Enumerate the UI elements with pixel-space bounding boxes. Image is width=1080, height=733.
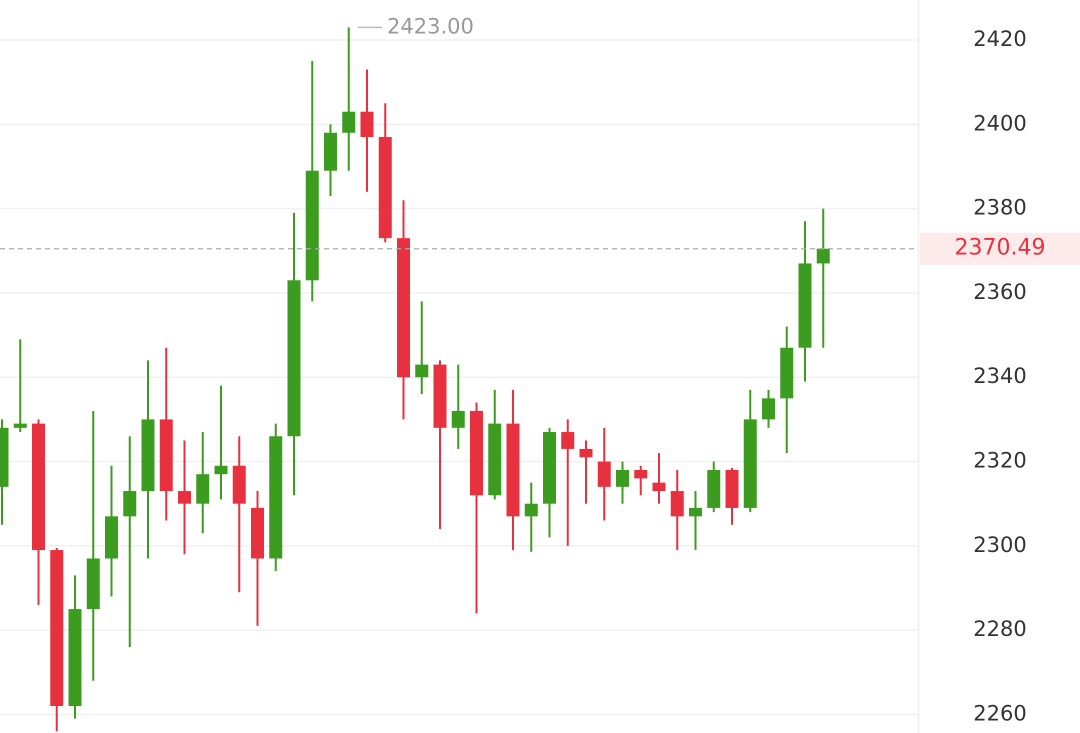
candle-body: [561, 432, 575, 449]
y-tick-label: 2360: [973, 280, 1026, 304]
candle-body: [269, 436, 283, 559]
candle-body: [543, 432, 556, 504]
y-tick-label: 2320: [973, 449, 1026, 473]
candle-body: [342, 111, 356, 133]
candle-body: [50, 550, 64, 707]
candle-body: [488, 423, 502, 496]
candle-body: [524, 503, 538, 517]
candle-body: [123, 491, 137, 517]
candle-body: [141, 419, 155, 492]
candle-body: [105, 516, 118, 559]
candle-body: [0, 427, 9, 487]
candle-body: [305, 170, 319, 281]
candle-body: [433, 364, 447, 428]
candle-body: [743, 419, 757, 508]
candle-body: [780, 347, 794, 399]
y-tick-label: 2380: [973, 196, 1026, 220]
candle-body: [451, 410, 465, 428]
candle-body: [324, 132, 337, 171]
candle-body: [634, 469, 648, 479]
candle-body: [196, 474, 210, 504]
candle-body: [798, 263, 812, 348]
candle-body: [616, 469, 629, 487]
candle-body: [652, 482, 666, 492]
candle-body: [287, 280, 301, 437]
y-tick-label: 2420: [973, 27, 1026, 51]
candle-body: [707, 469, 721, 508]
candle-body: [597, 461, 611, 487]
candle-body: [762, 398, 775, 420]
y-tick-label: 2260: [973, 701, 1026, 725]
candle-body: [13, 423, 27, 428]
candle-body: [214, 465, 228, 475]
candle-body: [397, 238, 410, 378]
last-price-box: [920, 232, 1080, 265]
candle-body: [232, 465, 246, 504]
last-price-label: 2370.49: [955, 236, 1046, 261]
candle-body: [689, 507, 702, 517]
candle-body: [32, 423, 45, 551]
candle-body: [506, 423, 520, 517]
candle-body: [360, 111, 374, 137]
candle-body: [816, 248, 830, 264]
candle-body: [470, 410, 483, 496]
candle-body: [159, 419, 173, 492]
y-tick-label: 2400: [973, 111, 1026, 135]
y-tick-label: 2340: [973, 364, 1026, 388]
y-tick-label: 2280: [973, 617, 1026, 641]
y-tick-label: 2300: [973, 533, 1026, 557]
candle-body: [86, 558, 100, 610]
candle-body: [68, 609, 82, 707]
candle-body: [251, 507, 264, 559]
candle-body: [579, 448, 593, 458]
candle-body: [378, 136, 392, 239]
annotation-label: 2423.00: [387, 14, 474, 38]
candle-body: [725, 469, 739, 508]
candle-body: [670, 491, 684, 517]
candle-body: [415, 364, 429, 378]
candle-body: [178, 491, 191, 504]
